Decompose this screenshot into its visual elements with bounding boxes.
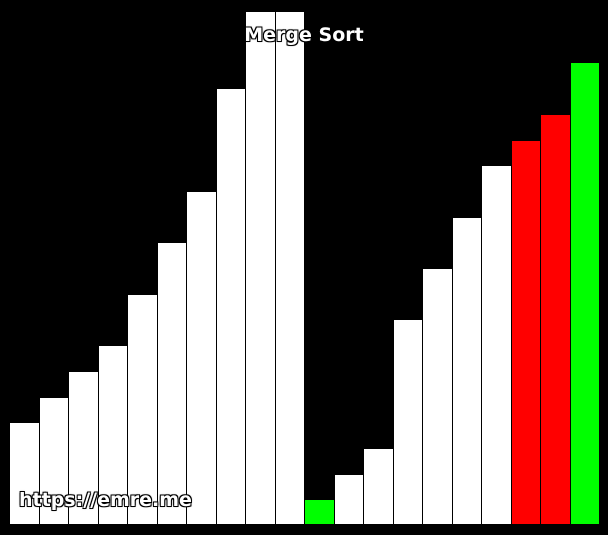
bar <box>274 11 305 525</box>
bar <box>9 422 40 525</box>
bar <box>127 293 158 525</box>
bar <box>245 11 276 525</box>
bar <box>156 242 187 525</box>
bar <box>510 139 541 525</box>
algorithm-title: Merge Sort <box>244 24 364 46</box>
bar <box>481 165 512 525</box>
bar <box>569 62 600 525</box>
bar <box>451 216 482 525</box>
bar <box>363 447 394 525</box>
bar <box>333 473 364 525</box>
bar <box>422 268 453 525</box>
bar <box>392 319 423 525</box>
bar <box>540 113 571 525</box>
bar <box>68 370 99 525</box>
watermark-url: https://emre.me <box>19 489 192 511</box>
bar <box>304 499 335 525</box>
bar <box>186 190 217 525</box>
bar <box>215 88 246 525</box>
bar <box>38 396 69 525</box>
